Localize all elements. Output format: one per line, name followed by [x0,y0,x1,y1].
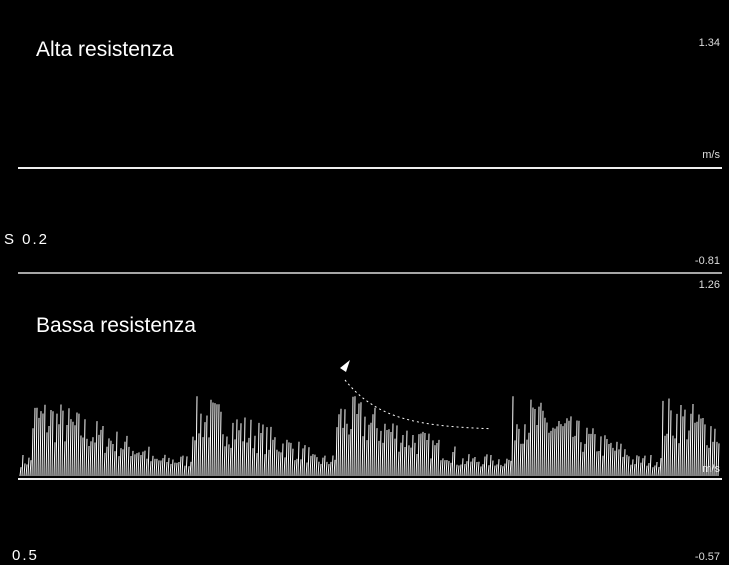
scale-min: -0.57 [695,551,720,563]
scale-max: 1.34 [699,37,720,49]
scale-max: 1.26 [699,279,720,291]
unit: m/s [702,149,720,161]
setting: S 0.2 [4,231,49,248]
panel-title: Alta resistenza [36,38,174,61]
panel-title: Bassa resistenza [36,314,196,337]
scale-min: -0.81 [695,255,720,267]
setting: 0.5 [12,547,39,564]
background [0,0,729,565]
doppler-screen: Alta resistenza 1.34 m/s -0.81 S 0.2 1.2… [0,0,729,565]
